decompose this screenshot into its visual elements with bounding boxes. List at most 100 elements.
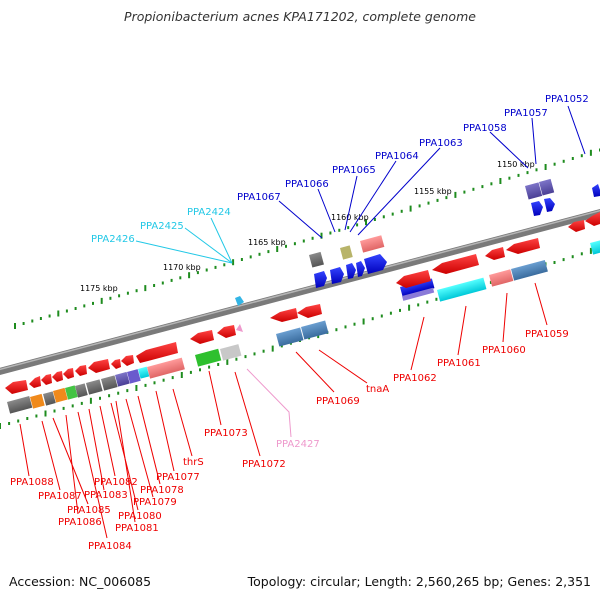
gene-box[interactable]	[219, 344, 242, 361]
gene-arrow[interactable]	[41, 374, 52, 385]
rna-labels: PPA2426 PPA2425 PPA2424	[91, 207, 231, 245]
gene-box[interactable]	[194, 348, 222, 367]
gene-label[interactable]: PPA1080	[118, 511, 162, 522]
gene-label[interactable]: PPA1059	[525, 329, 569, 340]
gene-arrow[interactable]	[75, 365, 87, 376]
gene-box[interactable]	[65, 385, 78, 400]
gene-label[interactable]: thrS	[183, 457, 204, 468]
gene-box[interactable]	[525, 182, 543, 200]
gene-label[interactable]: PPA1062	[393, 373, 437, 384]
gene-arrow[interactable]	[63, 368, 74, 379]
gene-label[interactable]: PPA1072	[242, 459, 286, 470]
gene-box[interactable]	[276, 327, 304, 347]
gene-label[interactable]: PPA1065	[332, 165, 376, 176]
gene-label[interactable]: PPA1084	[88, 541, 132, 552]
gene-arrow[interactable]	[52, 371, 63, 382]
gene-label[interactable]: PPA1052	[545, 94, 589, 105]
scale-tick-major	[276, 246, 279, 252]
gene-arrow[interactable]	[121, 355, 134, 366]
gene-label[interactable]: PPA1060	[482, 345, 526, 356]
gene-box[interactable]	[437, 277, 487, 302]
gene-label[interactable]: PPA1064	[375, 151, 419, 162]
gene-label[interactable]: PPA1073	[204, 428, 248, 439]
gene-box[interactable]	[115, 371, 130, 387]
leader-line	[567, 105, 586, 155]
gene-label[interactable]: PPA1077	[156, 472, 200, 483]
gene-label[interactable]: PPA2424	[187, 207, 231, 218]
gene-box[interactable]	[400, 278, 435, 297]
gene-arrow[interactable]	[136, 342, 178, 363]
gene-box[interactable]	[52, 387, 68, 403]
gene-arrow[interactable]	[217, 325, 236, 338]
gene-box[interactable]	[539, 178, 555, 196]
gene-arrow[interactable]	[270, 308, 298, 322]
gene-arrow[interactable]	[568, 220, 585, 232]
gene-arrow[interactable]	[356, 261, 365, 277]
gene-box[interactable]	[74, 383, 88, 398]
gene-box[interactable]	[30, 393, 45, 409]
gene-arrow[interactable]	[432, 254, 479, 274]
gene-arrow[interactable]	[330, 267, 344, 284]
gene-label[interactable]: PPA1086	[58, 517, 102, 528]
scale-tick-minor	[262, 349, 265, 353]
gene-arrow[interactable]	[485, 247, 505, 260]
gene-arrow[interactable]	[531, 201, 543, 216]
gene-label[interactable]: tnaA	[366, 384, 389, 395]
gene-label[interactable]: PPA1067	[237, 192, 281, 203]
gene-label[interactable]: PPA1087	[38, 491, 82, 502]
gene-label[interactable]: PPA2426	[91, 234, 135, 245]
gene-label[interactable]: PPA1066	[285, 179, 329, 190]
pseudo-gene[interactable]	[236, 324, 243, 332]
gene-box[interactable]	[101, 375, 118, 391]
gene-arrow[interactable]	[364, 254, 387, 274]
gene-label[interactable]: PPA1088	[10, 477, 54, 488]
gene-label[interactable]: PPA1081	[115, 523, 159, 534]
gene-label[interactable]: PPA2427	[276, 439, 320, 450]
gene-arrow[interactable]	[88, 359, 110, 373]
gene-label[interactable]: PPA1058	[463, 123, 507, 134]
gene-arrow[interactable]	[314, 271, 327, 288]
gene-arrow[interactable]	[111, 359, 121, 369]
gene-label[interactable]: PPA1069	[316, 396, 360, 407]
scale-tick-minor	[126, 389, 129, 393]
gene-box[interactable]	[402, 287, 435, 301]
gene-box[interactable]	[127, 369, 141, 384]
gene-label[interactable]: PPA1063	[419, 138, 463, 149]
gene-box[interactable]	[488, 269, 514, 287]
genome-backbone-highlight	[0, 209, 600, 371]
gene-arrow[interactable]	[396, 270, 431, 288]
forward-genes	[314, 184, 600, 301]
gene-arrow[interactable]	[5, 380, 28, 394]
gene-box[interactable]	[147, 357, 185, 379]
gene-box[interactable]	[7, 396, 33, 414]
gene-box[interactable]	[511, 259, 548, 281]
gene-arrow[interactable]	[592, 184, 600, 197]
gene-box[interactable]	[309, 251, 324, 268]
gene-label[interactable]: PPA1057	[504, 108, 548, 119]
scale-label-1165: 1165 kbp	[248, 238, 286, 247]
gene-label[interactable]: PPA2425	[140, 221, 184, 232]
gene-arrow[interactable]	[506, 238, 540, 254]
gene-arrow[interactable]	[297, 304, 322, 318]
gene-arrow[interactable]	[544, 198, 555, 212]
gene-label[interactable]: PPA1082	[94, 477, 138, 488]
gene-box[interactable]	[301, 320, 329, 340]
gene-label[interactable]: PPA1085	[67, 505, 111, 516]
gene-box[interactable]	[86, 379, 103, 395]
scale-tick-minor	[427, 201, 430, 205]
gene-box[interactable]	[340, 245, 353, 260]
gene-box[interactable]	[138, 366, 150, 379]
gene-label[interactable]: PPA1061	[437, 358, 481, 369]
gene-box[interactable]	[360, 235, 385, 253]
gene-arrow[interactable]	[585, 212, 600, 226]
gene-arrow[interactable]	[346, 263, 356, 279]
scale-tick-major	[14, 323, 16, 329]
rna-gene[interactable]	[235, 296, 244, 306]
gene-label[interactable]: PPA1083	[84, 490, 128, 501]
gene-label[interactable]: PPA1079	[133, 497, 177, 508]
gene-label[interactable]: PPA1078	[140, 485, 184, 496]
gene-box[interactable]	[589, 239, 600, 255]
gene-arrow[interactable]	[190, 330, 214, 344]
gene-box[interactable]	[42, 391, 56, 406]
gene-arrow[interactable]	[29, 376, 41, 388]
